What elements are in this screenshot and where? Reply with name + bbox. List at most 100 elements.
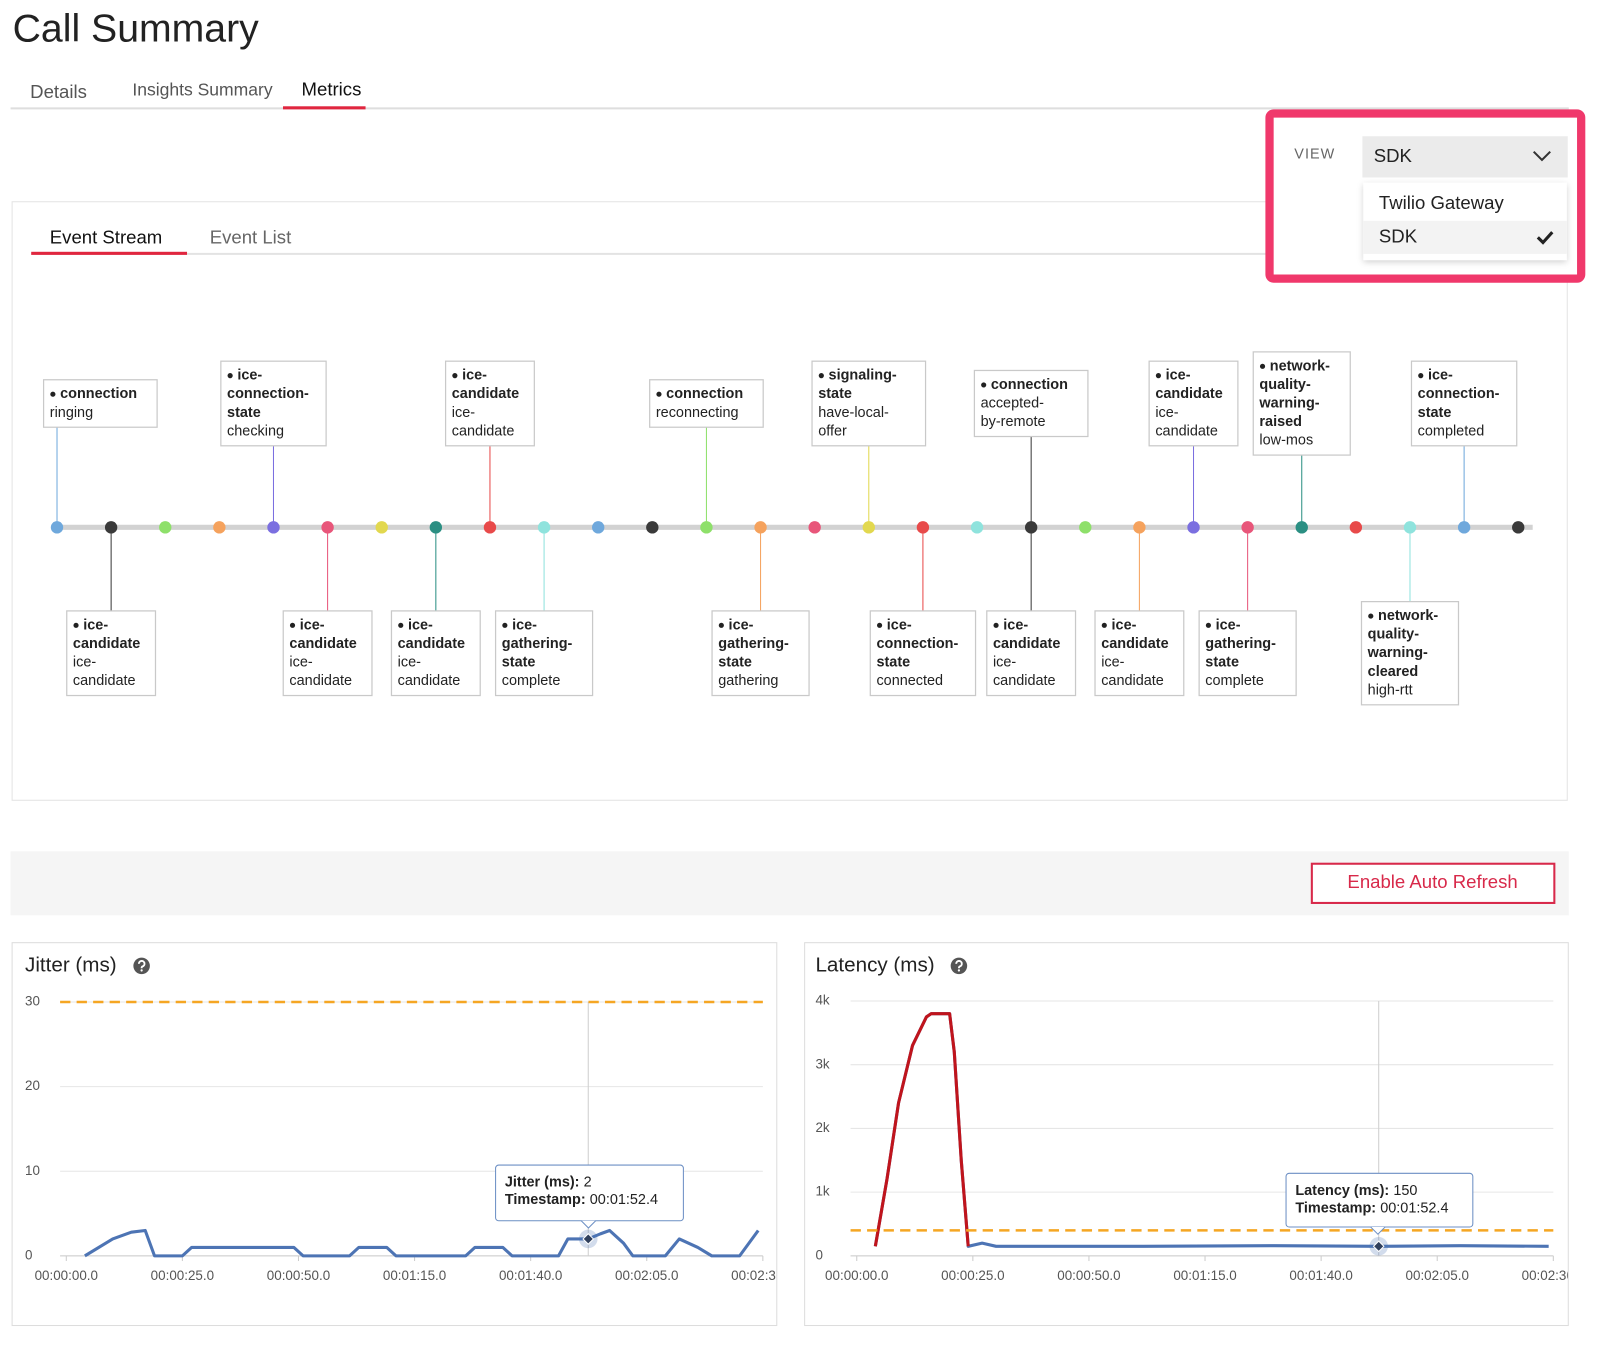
- tooltip-label: Timestamp:: [1295, 1200, 1376, 1216]
- tooltip: Latency (ms): 150 Timestamp: 00:01:52.4: [1285, 1172, 1474, 1235]
- jitter-plot: 0 10 20 30 00:00:00.0 00:00:25.0 00:00:50.0 00:…: [25, 994, 794, 1283]
- event-state: reconnecting: [656, 405, 739, 421]
- event-dot: [1024, 521, 1038, 534]
- checkmark: [1536, 231, 1554, 245]
- latency-plot: 0 1k 2k 3k 4k 00:00:00.0 00:00:25.0 00:00:50.0 0…: [815, 993, 1585, 1284]
- view-option[interactable]: Twilio Gateway: [1379, 192, 1505, 213]
- event-state: have-local-offer: [818, 405, 889, 440]
- hover-marker: [582, 1233, 595, 1245]
- event-card: [11, 201, 1568, 801]
- event-state: ice-candidate: [1101, 654, 1164, 689]
- view-selected: SDK: [1374, 145, 1413, 166]
- event-bullet: [227, 373, 233, 379]
- event-dot: [1133, 521, 1146, 534]
- event-box: [869, 610, 977, 697]
- event-box: [811, 360, 927, 447]
- view-select[interactable]: [1362, 136, 1568, 178]
- event-bullet: [993, 622, 999, 628]
- tab[interactable]: Details: [30, 81, 87, 102]
- event-dot: [375, 521, 388, 534]
- event-bullet: [1101, 622, 1107, 628]
- event-bullet: [981, 382, 987, 388]
- event-box: [42, 379, 158, 428]
- x-tick-label: 00:00:00.0: [825, 1268, 888, 1283]
- event-bullet: [1155, 373, 1162, 379]
- event-dot: [429, 521, 443, 534]
- x-tick-label: 00:02:05.0: [1406, 1268, 1469, 1283]
- event-name: ice-connection-state: [1418, 367, 1500, 420]
- event-dot: [754, 521, 767, 534]
- view-option[interactable]: SDK: [1379, 225, 1418, 246]
- y-tick-label: 30: [25, 994, 40, 1009]
- x-tick-label: 00:02:30.0: [731, 1268, 794, 1283]
- x-tick-label: 00:02:05.0: [615, 1268, 678, 1283]
- tab[interactable]: Insights Summary: [132, 79, 273, 99]
- tooltip: Jitter (ms): 2 Timestamp: 00:01:52.4: [495, 1164, 684, 1229]
- tab-active[interactable]: Metrics: [302, 79, 362, 100]
- event-box: [220, 360, 327, 447]
- x-tick-label: 00:01:40.0: [499, 1268, 562, 1283]
- y-tick-label: 1k: [815, 1184, 829, 1199]
- event-name: ice-candidate: [73, 617, 140, 652]
- event-dot: [159, 521, 172, 534]
- event-box: [649, 379, 764, 428]
- event-name: connection: [60, 386, 137, 402]
- auto-refresh-button[interactable]: [1310, 862, 1556, 904]
- event-name: connection: [991, 377, 1068, 393]
- tooltip-line: Latency (ms): 150: [1295, 1183, 1417, 1199]
- view-label: VIEW: [1294, 147, 1335, 163]
- chart-card: [11, 942, 778, 1327]
- view-option-highlight: [1363, 220, 1567, 254]
- event-name: ice-candidate: [993, 617, 1060, 652]
- event-state: checking: [227, 423, 284, 439]
- event-dot: [970, 521, 984, 534]
- event-box: [1252, 351, 1351, 456]
- event-dot: [1512, 521, 1525, 534]
- button-label: Enable Auto Refresh: [1347, 871, 1517, 892]
- help-icon[interactable]: [950, 957, 968, 975]
- help-icon[interactable]: [133, 957, 150, 975]
- event-state: ice-candidate: [452, 405, 515, 440]
- event-name: ice-connection-state: [227, 367, 309, 420]
- event-bullet: [1259, 363, 1266, 369]
- event-bullet: [1418, 373, 1424, 379]
- event-state: ice-candidate: [398, 654, 461, 689]
- event-dot: [1403, 521, 1417, 534]
- event-state: connected: [876, 673, 943, 689]
- event-tab-indicator: [31, 251, 188, 255]
- x-tick-label: 00:01:15.0: [1173, 1268, 1236, 1283]
- event-state: high-rtt: [1368, 682, 1413, 698]
- tooltip-pointer: [1370, 1226, 1386, 1235]
- event-state: completed: [1418, 423, 1485, 439]
- event-box: [973, 369, 1089, 438]
- event-state: ice-candidate: [289, 654, 352, 689]
- hover-marker: [1372, 1240, 1385, 1253]
- event-bullet: [1368, 613, 1374, 619]
- event-dot: [592, 521, 605, 534]
- event-box: [1094, 610, 1185, 697]
- event-box: [66, 610, 157, 697]
- y-tick-label: 10: [25, 1163, 40, 1178]
- event-dot: [916, 521, 930, 534]
- event-bullet: [289, 622, 296, 628]
- event-state: low-mos: [1259, 432, 1313, 448]
- tooltip-line: Jitter (ms): 2: [505, 1174, 592, 1190]
- event-state: ice-candidate: [1155, 405, 1218, 440]
- x-tick-label: 00:00:50.0: [267, 1268, 330, 1283]
- event-tab[interactable]: Event List: [210, 226, 292, 247]
- tooltip-label: Timestamp:: [505, 1192, 586, 1208]
- page-title: Call Summary: [13, 7, 260, 50]
- event-dot: [1349, 521, 1363, 534]
- event-dot: [321, 521, 334, 534]
- y-tick-label: 3k: [815, 1056, 829, 1071]
- event-bullet: [656, 391, 662, 397]
- event-box: [1198, 610, 1297, 697]
- event-name: ice-connection-state: [876, 617, 958, 670]
- x-tick-label: 00:02:30.0: [1522, 1268, 1585, 1283]
- event-name: ice-gathering-state: [1205, 617, 1276, 670]
- event-tab-active[interactable]: Event Stream: [50, 226, 162, 247]
- event-state: accepted-by-remote: [981, 395, 1046, 430]
- event-box: [1410, 360, 1518, 447]
- event-dot: [50, 521, 64, 534]
